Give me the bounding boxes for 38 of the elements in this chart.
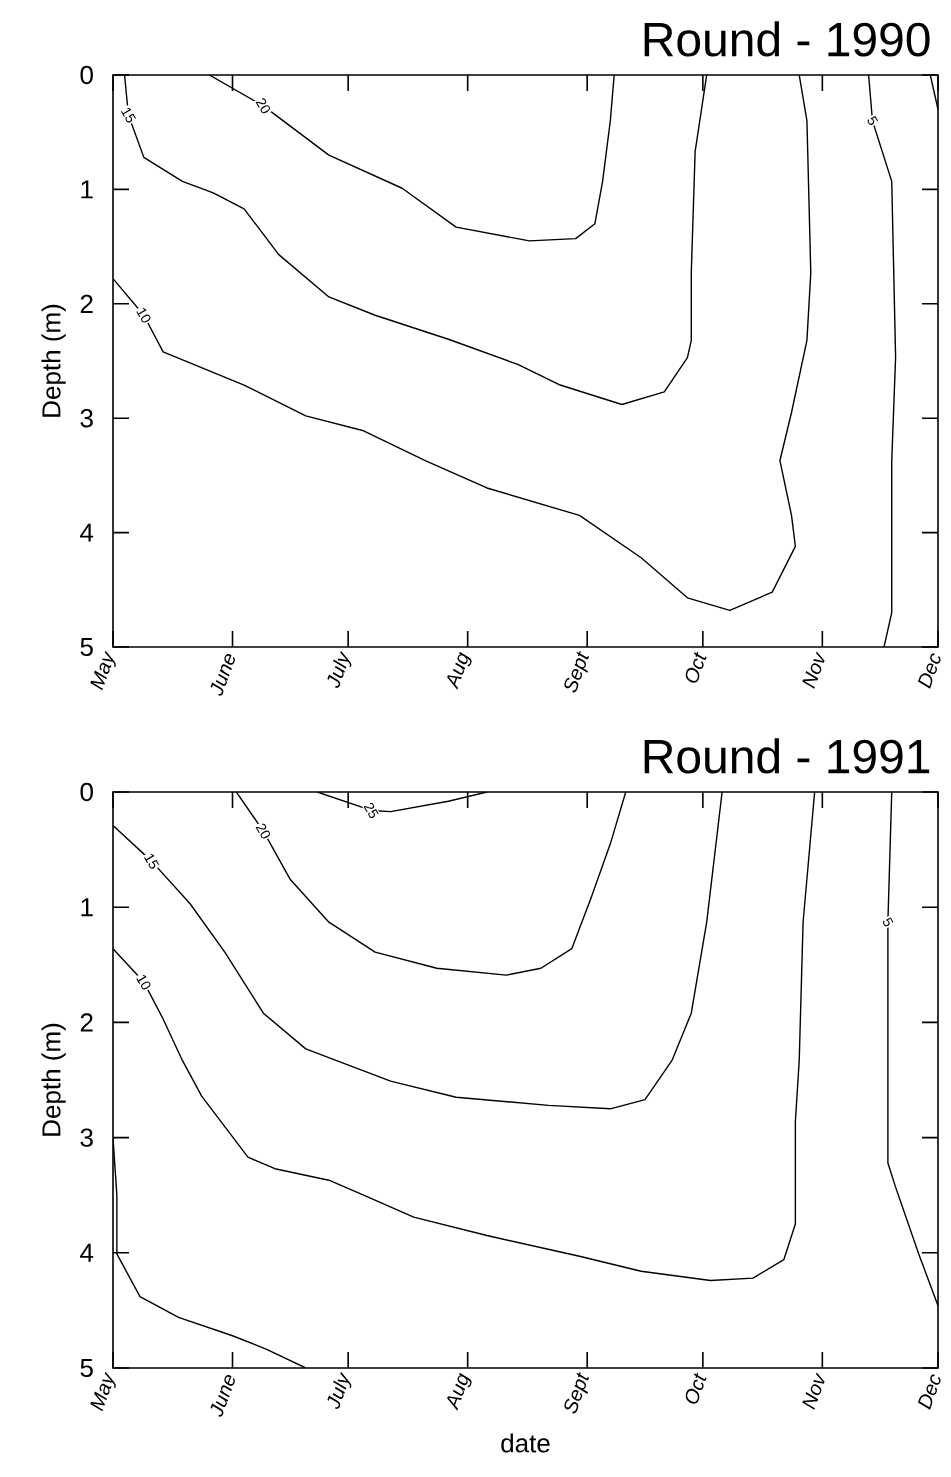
x-tick-label: June: [210, 1375, 236, 1417]
y-tick-label: 1: [81, 898, 93, 917]
series-label: 20: [255, 98, 271, 114]
x-tick-label: Aug: [447, 1372, 472, 1411]
y-tick-label: 2: [80, 1013, 93, 1032]
series-label: 15: [121, 107, 137, 123]
chart-title: Round - 1990: [644, 21, 930, 57]
chart-title: Round - 1991: [644, 738, 930, 774]
x-tick-label: June: [210, 654, 236, 696]
y-tick-label: 3: [80, 1128, 93, 1147]
y-axis-title: Depth (m): [41, 1023, 66, 1136]
x-tick-label: Nov: [802, 651, 825, 689]
y-tick-label: 3: [80, 408, 93, 428]
series-label: 20: [255, 823, 271, 839]
series-label: 5: [883, 917, 894, 927]
series-label: 25: [363, 802, 379, 819]
x-tick-label: Sept: [564, 1372, 590, 1414]
x-tick-label: July: [327, 650, 352, 688]
x-tick-label: Aug: [447, 651, 472, 690]
x-tick-label: Oct: [685, 651, 707, 683]
series-label: 10: [136, 974, 151, 990]
y-tick-label: 4: [80, 523, 94, 542]
y-tick-label: 1: [81, 180, 93, 199]
series-label: 5: [867, 115, 879, 125]
series-label: 15: [144, 853, 160, 869]
x-tick-label: Dec: [918, 1374, 941, 1410]
y-tick-label: 0: [80, 782, 94, 802]
y-tick-label: 4: [80, 1243, 94, 1262]
x-tick-label: Oct: [685, 1372, 707, 1404]
x-axis-title: date: [501, 1433, 550, 1453]
y-axis-title: Depth (m): [41, 304, 66, 417]
x-tick-label: Nov: [802, 1372, 825, 1410]
series-label: 10: [136, 308, 151, 323]
y-tick-label: 2: [80, 294, 93, 313]
x-tick-label: Sept: [564, 651, 590, 693]
x-tick-label: Dec: [918, 653, 941, 689]
x-tick-label: July: [327, 1371, 352, 1409]
y-tick-label: 0: [80, 65, 94, 85]
